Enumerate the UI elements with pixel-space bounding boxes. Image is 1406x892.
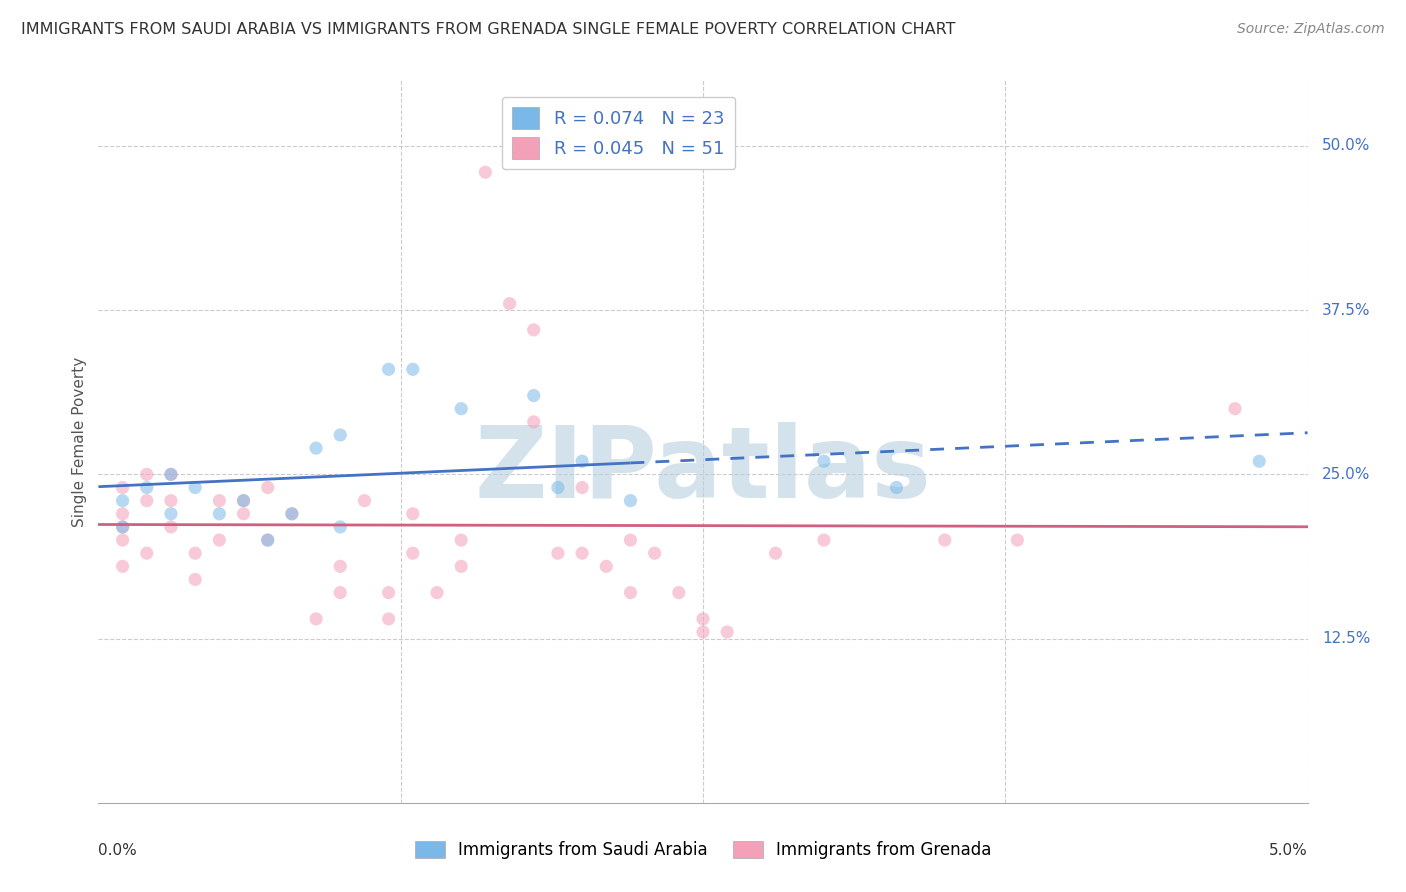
Text: 12.5%: 12.5%	[1322, 632, 1371, 646]
Point	[329, 428, 352, 442]
Point	[571, 546, 593, 560]
Y-axis label: Single Female Poverty: Single Female Poverty	[72, 357, 87, 526]
Point	[595, 559, 617, 574]
Point	[1223, 401, 1246, 416]
Point	[547, 481, 569, 495]
Point	[111, 493, 134, 508]
Point	[498, 296, 520, 310]
Point	[813, 454, 835, 468]
Point	[329, 585, 352, 599]
Point	[377, 612, 399, 626]
Point	[111, 533, 134, 547]
Point	[111, 481, 134, 495]
Point	[160, 493, 183, 508]
Point	[571, 454, 593, 468]
Point	[668, 585, 690, 599]
Legend: Immigrants from Saudi Arabia, Immigrants from Grenada: Immigrants from Saudi Arabia, Immigrants…	[406, 833, 1000, 868]
Text: 25.0%: 25.0%	[1322, 467, 1371, 482]
Point	[402, 362, 425, 376]
Point	[135, 546, 157, 560]
Point	[523, 323, 546, 337]
Text: 0.0%: 0.0%	[98, 843, 138, 857]
Point	[305, 441, 328, 455]
Point	[716, 625, 738, 640]
Text: 37.5%: 37.5%	[1322, 302, 1371, 318]
Point	[474, 165, 496, 179]
Point	[111, 520, 134, 534]
Text: IMMIGRANTS FROM SAUDI ARABIA VS IMMIGRANTS FROM GRENADA SINGLE FEMALE POVERTY CO: IMMIGRANTS FROM SAUDI ARABIA VS IMMIGRAN…	[21, 22, 956, 37]
Text: ZIPatlas: ZIPatlas	[475, 422, 931, 519]
Point	[256, 481, 278, 495]
Point	[160, 520, 183, 534]
Point	[353, 493, 375, 508]
Point	[184, 481, 207, 495]
Point	[135, 467, 157, 482]
Point	[329, 520, 352, 534]
Point	[523, 388, 546, 402]
Point	[232, 507, 254, 521]
Point	[184, 573, 207, 587]
Point	[160, 507, 183, 521]
Legend: R = 0.074   N = 23, R = 0.045   N = 51: R = 0.074 N = 23, R = 0.045 N = 51	[502, 96, 735, 169]
Point	[281, 507, 304, 521]
Point	[450, 533, 472, 547]
Point	[1007, 533, 1029, 547]
Point	[619, 533, 641, 547]
Point	[208, 533, 231, 547]
Point	[934, 533, 956, 547]
Point	[450, 401, 472, 416]
Point	[402, 546, 425, 560]
Point	[523, 415, 546, 429]
Point	[692, 625, 714, 640]
Point	[402, 507, 425, 521]
Point	[305, 612, 328, 626]
Point	[160, 467, 183, 482]
Point	[644, 546, 666, 560]
Point	[208, 507, 231, 521]
Point	[377, 585, 399, 599]
Point	[135, 481, 157, 495]
Point	[619, 585, 641, 599]
Point	[571, 481, 593, 495]
Point	[692, 612, 714, 626]
Point	[377, 362, 399, 376]
Text: 50.0%: 50.0%	[1322, 138, 1371, 153]
Point	[813, 533, 835, 547]
Point	[619, 493, 641, 508]
Point	[329, 559, 352, 574]
Point	[232, 493, 254, 508]
Point	[256, 533, 278, 547]
Point	[281, 507, 304, 521]
Point	[1249, 454, 1271, 468]
Point	[111, 559, 134, 574]
Text: 5.0%: 5.0%	[1268, 843, 1308, 857]
Point	[111, 507, 134, 521]
Point	[886, 481, 908, 495]
Point	[256, 533, 278, 547]
Point	[184, 546, 207, 560]
Point	[450, 559, 472, 574]
Point	[111, 520, 134, 534]
Point	[232, 493, 254, 508]
Point	[160, 467, 183, 482]
Point	[765, 546, 787, 560]
Point	[135, 493, 157, 508]
Point	[208, 493, 231, 508]
Point	[426, 585, 449, 599]
Point	[547, 546, 569, 560]
Text: Source: ZipAtlas.com: Source: ZipAtlas.com	[1237, 22, 1385, 37]
